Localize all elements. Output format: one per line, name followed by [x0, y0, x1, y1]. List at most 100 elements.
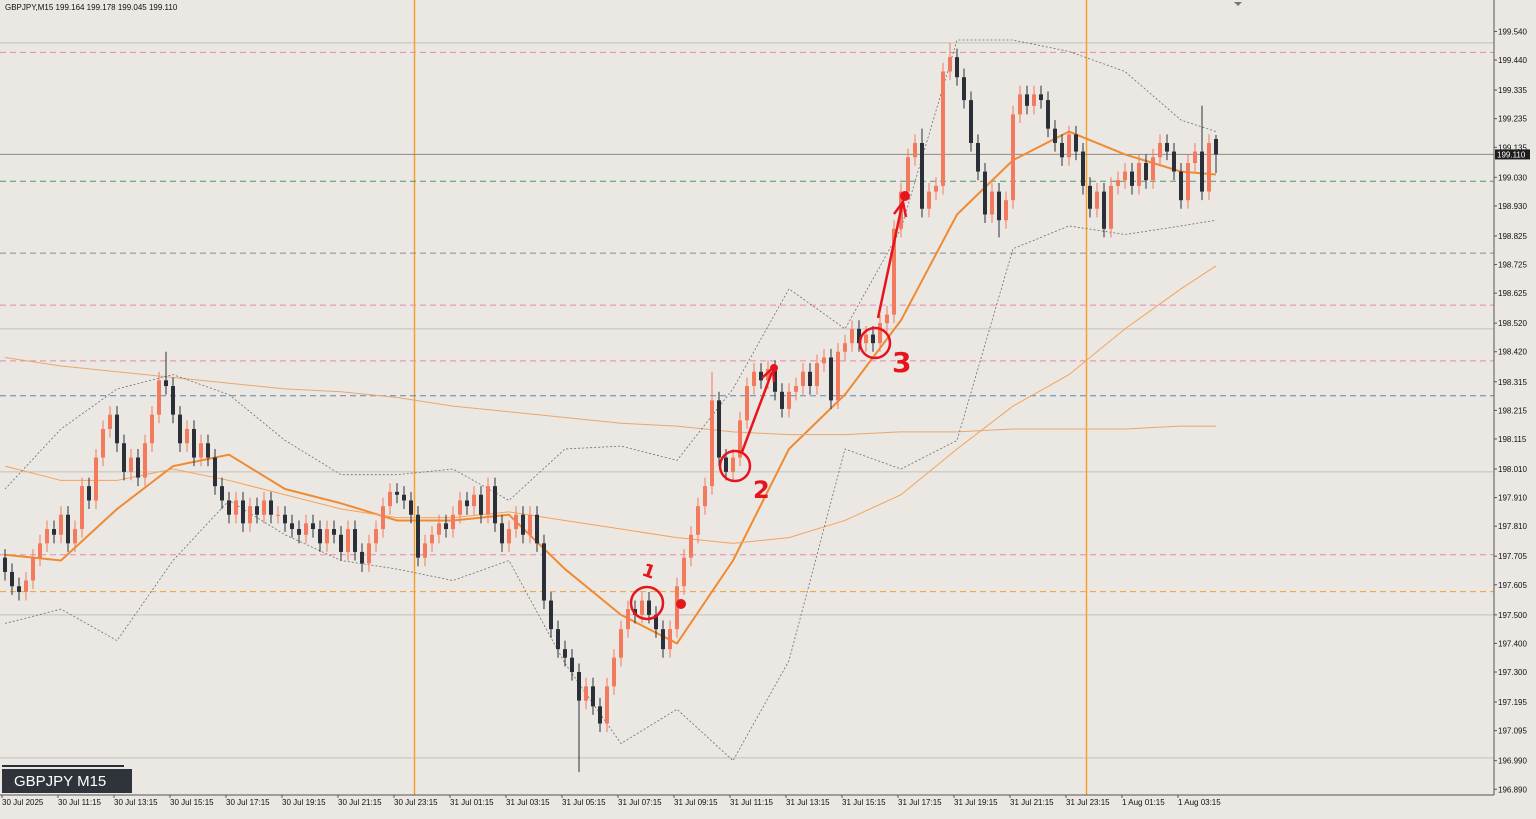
x-tick-label: 31 Jul 03:15 — [506, 798, 550, 807]
x-tick-label: 1 Aug 01:15 — [1122, 798, 1165, 807]
y-tick-label: 198.115 — [1498, 435, 1527, 444]
candle-body — [402, 494, 406, 501]
candle-body — [332, 529, 336, 535]
candle-body — [395, 491, 399, 495]
candle-body — [1109, 185, 1113, 229]
candle-body — [136, 457, 140, 478]
candle-body — [1207, 142, 1211, 192]
y-tick-label: 196.990 — [1498, 757, 1527, 766]
candle-body — [556, 629, 560, 650]
candle-body — [423, 543, 427, 558]
candle-body — [290, 523, 294, 530]
candle-body — [920, 142, 924, 209]
y-tick-label: 197.400 — [1498, 639, 1527, 648]
candle-body — [850, 328, 854, 344]
y-tick-label: 199.030 — [1498, 173, 1527, 182]
x-tick-label: 31 Jul 19:15 — [954, 798, 998, 807]
candle-body — [542, 543, 546, 601]
x-tick-label: 30 Jul 21:15 — [338, 798, 382, 807]
candle-body — [836, 351, 840, 401]
candle-body — [738, 420, 742, 458]
candle-body — [178, 414, 182, 444]
candle-body — [976, 142, 980, 172]
x-tick-label: 30 Jul 19:15 — [282, 798, 326, 807]
x-tick-label: 31 Jul 21:15 — [1010, 798, 1054, 807]
candle-body — [129, 457, 133, 472]
candle-body — [241, 500, 245, 524]
candle-body — [171, 386, 175, 415]
candle-body — [409, 500, 413, 515]
y-tick-label: 198.420 — [1498, 348, 1527, 357]
candle-body — [416, 514, 420, 558]
candle-body — [325, 529, 329, 544]
candle-body — [430, 534, 434, 544]
y-tick-label: 197.605 — [1498, 581, 1527, 590]
candle-body — [521, 514, 525, 535]
candle-body — [199, 443, 203, 458]
candle-body — [535, 514, 539, 544]
candle-body — [626, 609, 630, 630]
candle-body — [1088, 185, 1092, 209]
y-tick-label: 199.135 — [1498, 143, 1527, 152]
candle-body — [339, 534, 343, 552]
y-tick-label: 198.725 — [1498, 261, 1527, 270]
candle-body — [1046, 100, 1050, 129]
candle-body — [724, 457, 728, 472]
candle-body — [311, 523, 315, 530]
y-tick-label: 198.215 — [1498, 406, 1527, 415]
price-tag-label: 199.110 — [1497, 150, 1526, 159]
candle-body — [101, 428, 105, 458]
candle-body — [696, 506, 700, 535]
x-tick-label: 1 Aug 03:15 — [1178, 798, 1221, 807]
candle-body — [94, 457, 98, 501]
candle-body — [962, 77, 966, 101]
candle-body — [143, 443, 147, 478]
candle-body — [864, 334, 868, 344]
candle-body — [59, 514, 63, 535]
candle-body — [1186, 163, 1190, 201]
candle-body — [570, 657, 574, 673]
plot-area — [0, 0, 1494, 795]
x-tick-label: 30 Jul 13:15 — [114, 798, 158, 807]
candle-body — [500, 523, 504, 544]
candle-body — [906, 157, 910, 192]
candle-body — [829, 357, 833, 401]
y-tick-label: 198.010 — [1498, 465, 1527, 474]
x-tick-label: 30 Jul 15:15 — [170, 798, 214, 807]
candle-body — [381, 506, 385, 530]
y-tick-label: 197.910 — [1498, 494, 1527, 503]
candle-body — [1011, 114, 1015, 201]
candle-body — [1165, 142, 1169, 152]
candle-body — [892, 228, 896, 315]
candle-body — [1039, 94, 1043, 101]
y-tick-label: 199.235 — [1498, 115, 1527, 124]
candle-body — [927, 191, 931, 209]
candle-body — [479, 494, 483, 515]
candle-body — [24, 580, 28, 592]
candle-body — [157, 380, 161, 415]
candle-body — [493, 486, 497, 524]
candle-body — [682, 557, 686, 587]
annotation-label: 2 — [753, 476, 770, 504]
candle-body — [206, 443, 210, 458]
candle-body — [1053, 128, 1057, 143]
annotation-dot — [676, 599, 686, 609]
annotation-circle — [858, 326, 892, 360]
candle-body — [451, 514, 455, 530]
candle-body — [1214, 138, 1218, 155]
candle-body — [80, 486, 84, 530]
candle-body — [437, 523, 441, 535]
candle-body — [990, 191, 994, 215]
y-tick-label: 198.825 — [1498, 232, 1527, 241]
annotation-arrow — [876, 204, 904, 319]
y-tick-label: 196.890 — [1498, 785, 1527, 794]
candle-body — [948, 57, 952, 72]
x-tick-label: 31 Jul 15:15 — [842, 798, 886, 807]
annotations — [629, 199, 908, 621]
x-tick-label: 30 Jul 11:15 — [58, 798, 102, 807]
candle-body — [31, 557, 35, 581]
candle-body — [822, 357, 826, 364]
candle-body — [584, 686, 588, 701]
candle-body — [507, 529, 511, 544]
candle-body — [1025, 94, 1029, 106]
